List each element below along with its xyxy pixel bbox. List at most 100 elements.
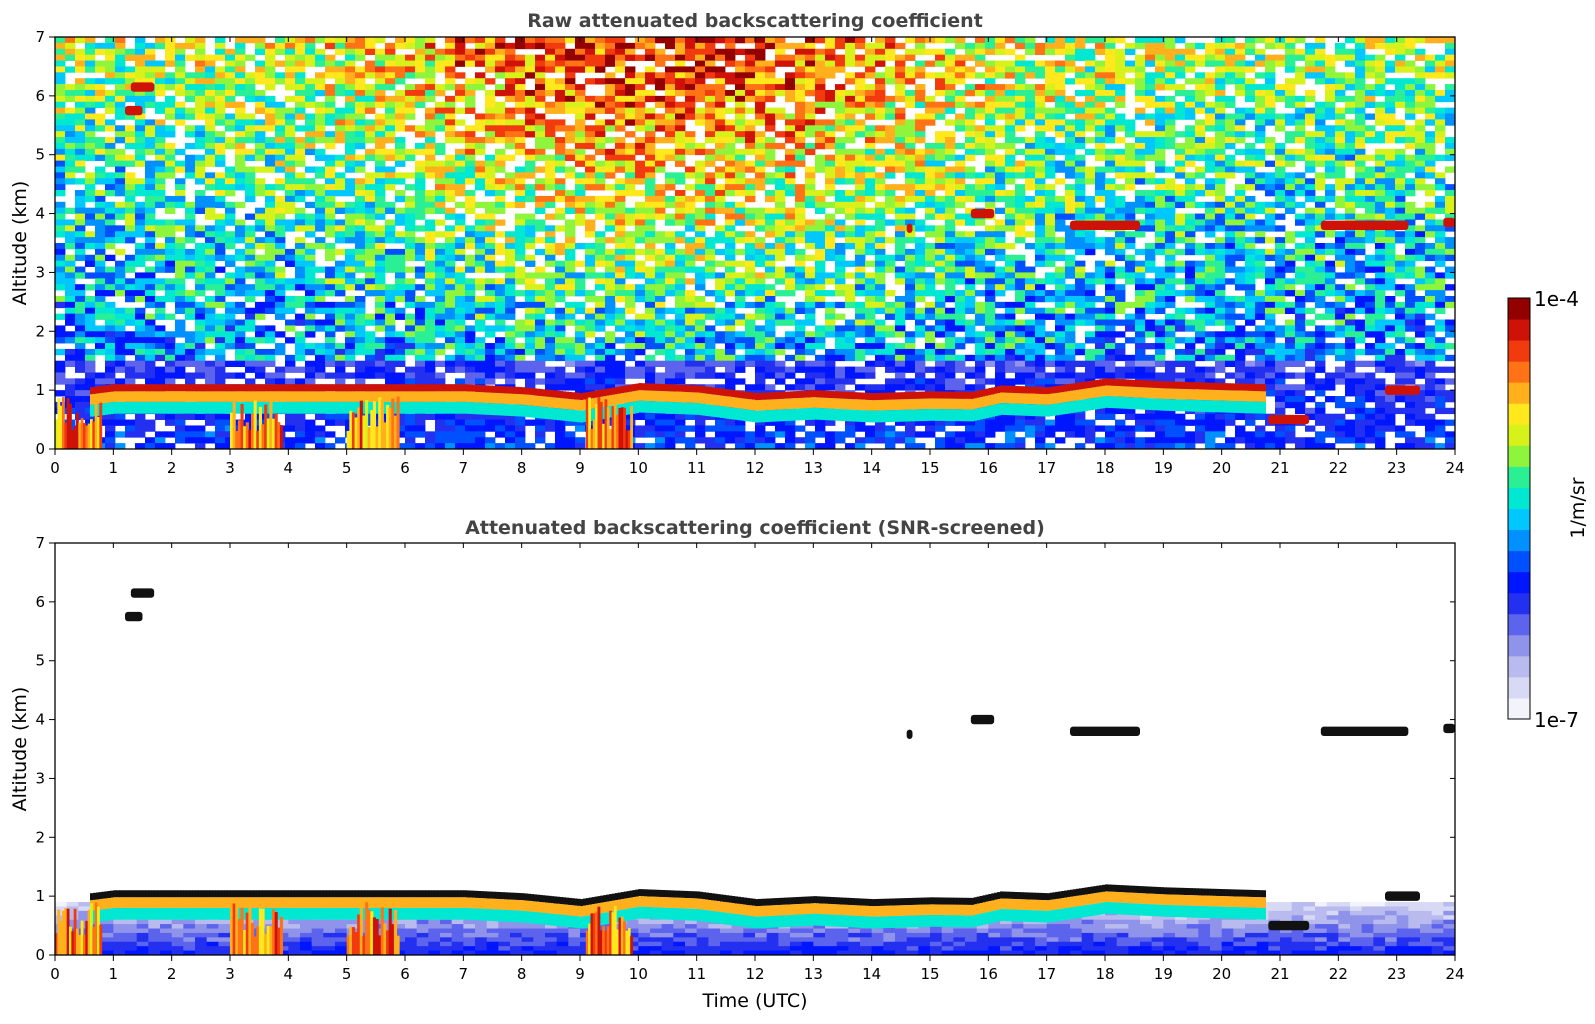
heat-cell [205,172,216,179]
heat-cell [1165,101,1176,109]
heat-cell [825,137,836,144]
heat-cell [1145,260,1156,267]
heat-cell [505,84,516,91]
heat-cell [75,66,86,73]
heat-cell [815,125,826,132]
heat-cell [1315,195,1326,203]
heat-cell [385,254,396,262]
heat-cell [1075,231,1086,238]
heat-cell [1375,54,1386,61]
heat-cell [1275,278,1286,285]
heat-cell [425,201,436,209]
heat-cell [345,237,356,244]
heat-cell [1305,137,1316,144]
heat-cell [655,125,666,132]
heat-cell [355,137,366,144]
heat-cell [1015,54,1026,61]
heat-cell [1245,184,1256,191]
heat-cell [1355,172,1366,179]
heat-cell [1195,201,1206,209]
heat-cell [1155,78,1166,85]
heat-cell [1105,248,1116,256]
heat-cell [1355,48,1366,56]
heat-cell [1275,125,1286,132]
heat-cell [1115,207,1126,214]
heat-cell [645,172,656,179]
heat-cell [1425,131,1436,138]
heat-cell [545,178,556,185]
heat-cell [655,84,666,91]
heat-cell [485,201,496,209]
heat-cell [675,84,686,91]
heat-cell [515,37,526,44]
heat-cell [355,125,366,132]
heat-cell [1225,266,1236,273]
heat-cell [935,113,946,120]
heat-cell [1145,148,1156,156]
heat-cell [575,95,586,103]
heat-cell [645,248,656,256]
heat-cell [865,148,876,156]
heat-cell [685,37,696,44]
heat-cell [935,243,946,250]
heat-cell [245,266,256,273]
heat-cell [165,101,176,109]
heat-cell [505,54,516,61]
heat-cell [415,72,426,79]
heat-cell [685,290,696,297]
heat-cell [145,184,156,191]
heat-cell [215,42,226,50]
heat-cell [745,213,756,220]
heat-cell [1385,166,1396,173]
heat-cell [225,184,236,191]
heat-cell [1295,107,1306,114]
heat-cell [1365,184,1376,191]
heat-cell [315,290,326,297]
heat-cell [115,190,126,197]
heat-cell [745,95,756,103]
heat-cell [595,201,606,209]
heat-cell [245,131,256,138]
heat-cell [245,37,256,44]
heat-cell [1375,113,1386,120]
heat-cell [1145,60,1156,67]
heat-cell [665,89,676,97]
heat-cell [665,248,676,256]
heat-cell [835,266,846,273]
heat-cell [915,254,926,262]
heat-cell [555,148,566,156]
heat-cell [165,54,176,61]
heat-cell [675,213,686,220]
heat-cell [285,54,296,61]
heat-cell [1405,95,1416,103]
heat-cell [1005,142,1016,150]
heat-cell [115,66,126,73]
heat-cell [815,48,826,56]
heat-cell [245,184,256,191]
heat-cell [925,248,936,256]
heat-cell [555,42,566,50]
heat-cell [765,272,776,279]
heat-cell [375,172,386,179]
heat-cell [1255,178,1266,185]
heat-cell [1405,243,1416,250]
heat-cell [595,107,606,114]
heat-cell [1035,184,1046,191]
heat-cell [145,78,156,85]
heat-cell [965,89,976,97]
heat-cell [1325,231,1336,238]
heat-cell [355,154,366,161]
heat-cell [865,48,876,56]
heat-cell [955,190,966,197]
heat-cell [375,84,386,91]
heat-cell [275,248,286,256]
heat-cell [855,166,866,173]
heat-cell [995,290,1006,297]
heat-cell [1095,213,1106,220]
heat-cell [155,166,166,173]
heat-cell [1325,154,1336,161]
heat-cell [1375,60,1386,67]
heat-cell [945,137,956,144]
heat-cell [1335,54,1346,61]
heat-cell [1345,237,1356,244]
